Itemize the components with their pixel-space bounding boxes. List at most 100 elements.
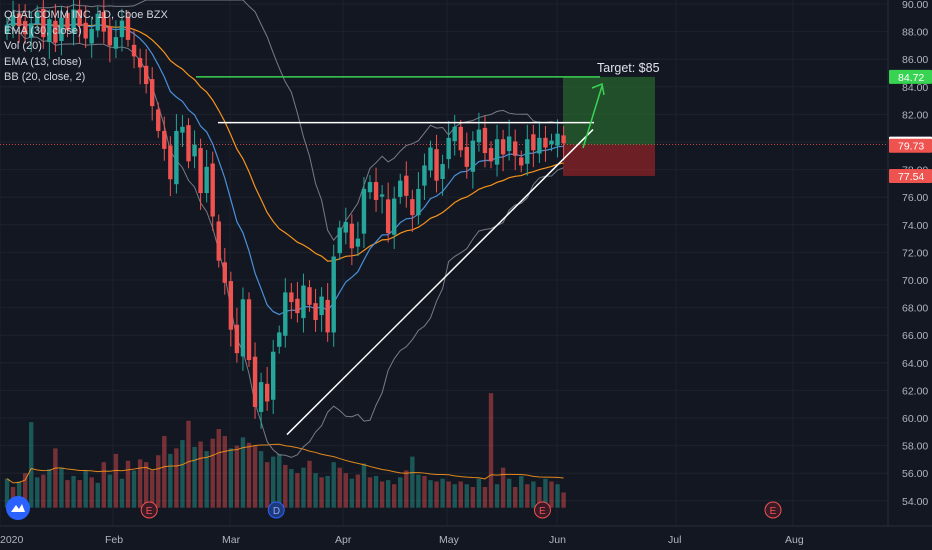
bollinger-bands xyxy=(6,0,564,458)
volume-bar xyxy=(204,451,209,508)
support-trendline xyxy=(286,129,594,436)
volume-bar xyxy=(186,420,191,508)
volume-bar xyxy=(150,470,155,508)
volume-bar xyxy=(379,481,385,508)
candle-body xyxy=(319,296,324,316)
volume-bar xyxy=(373,475,379,508)
candle-body xyxy=(373,182,379,200)
candle-body xyxy=(404,175,409,196)
candle-body xyxy=(83,22,88,39)
candle-body xyxy=(264,383,270,402)
drawings: Target: $85 xyxy=(196,61,660,436)
candle-body xyxy=(41,8,46,38)
volume-bar xyxy=(95,482,100,508)
volume-ma-line xyxy=(6,443,564,484)
event-label: E xyxy=(539,506,546,517)
volume-bar xyxy=(77,480,82,508)
candle-body xyxy=(143,65,149,85)
candle-body xyxy=(422,165,427,186)
volume-bar xyxy=(385,480,391,508)
chart-legend: QUALCOMM INC, 1D, Cboe BZX EMA (30, clos… xyxy=(4,8,168,86)
candle-body xyxy=(446,137,451,160)
candle-body xyxy=(246,299,252,361)
candle-body xyxy=(240,299,246,357)
legend-item-ema13: EMA (13, close) xyxy=(4,55,82,68)
x-tick-label: Jul xyxy=(668,534,681,546)
y-tick-label: 60.00 xyxy=(902,413,928,425)
volume-bar xyxy=(234,445,240,508)
volume-bar xyxy=(355,474,361,508)
volume-bar xyxy=(319,477,324,508)
volume-bar xyxy=(125,460,131,508)
x-tick-label: 2020 xyxy=(0,534,24,546)
volume-bar xyxy=(198,441,203,508)
y-tick-label: 70.00 xyxy=(902,275,928,287)
candle-body xyxy=(204,166,209,194)
candle-body xyxy=(525,139,530,164)
candle-body xyxy=(531,134,536,151)
candle-body xyxy=(277,332,282,347)
volume-bar xyxy=(83,470,88,508)
volume-bar xyxy=(452,484,457,508)
candle-body xyxy=(367,182,373,193)
candle-body xyxy=(168,145,173,180)
candle-body xyxy=(65,12,70,31)
time-axis xyxy=(0,526,932,550)
volume-bar xyxy=(488,393,494,508)
candle-body xyxy=(519,157,524,166)
volume-bar xyxy=(428,480,433,508)
y-tick-label: 72.00 xyxy=(902,247,928,259)
volume-bar xyxy=(513,487,518,508)
candle-body xyxy=(258,382,264,412)
candle-body xyxy=(452,126,457,142)
candle-body xyxy=(47,19,52,43)
volume-bar xyxy=(35,477,40,508)
volume-bar xyxy=(464,484,469,508)
y-tick-label: 54.00 xyxy=(902,496,928,508)
tradingview-logo[interactable] xyxy=(6,496,30,520)
volume-bar xyxy=(295,473,300,508)
candle-body xyxy=(186,125,191,162)
candle-body xyxy=(137,58,143,68)
volume-bar xyxy=(506,478,512,508)
volume-bar xyxy=(555,484,560,508)
y-tick-label: 84.00 xyxy=(902,82,928,94)
candle-body xyxy=(53,20,58,43)
volume-bar xyxy=(537,487,542,508)
price-label-box xyxy=(889,69,932,84)
candles xyxy=(4,0,566,429)
volume-bar xyxy=(162,435,167,508)
volume-bar xyxy=(404,470,409,508)
volume-bar xyxy=(392,484,397,508)
volume-bar xyxy=(137,459,143,508)
volume-bar xyxy=(113,453,119,508)
legend-title: QUALCOMM INC, 1D, Cboe BZX xyxy=(4,9,168,21)
candle-body xyxy=(513,141,518,156)
candle-body xyxy=(113,37,119,49)
candle-body xyxy=(150,79,155,107)
candle-body xyxy=(543,137,548,148)
candle-body xyxy=(458,126,463,151)
legend-item-ema30: EMA (30, close) xyxy=(4,24,82,37)
volume-bar xyxy=(252,445,258,508)
volume-bar xyxy=(482,487,488,508)
price-axis xyxy=(888,0,932,526)
volume-bar xyxy=(174,448,179,508)
volume-bar xyxy=(331,462,336,508)
volume-bar xyxy=(240,437,246,508)
candle-body xyxy=(385,199,391,234)
candle-body xyxy=(22,21,28,35)
volume-bar xyxy=(446,481,451,508)
candle-body xyxy=(555,133,560,146)
candle-body xyxy=(349,223,355,249)
volume-bar xyxy=(398,477,403,508)
y-tick-label: 88.00 xyxy=(902,27,928,39)
volume-bar xyxy=(343,473,348,508)
candle-body xyxy=(271,351,276,400)
candle-body xyxy=(174,130,179,185)
candle-body xyxy=(355,238,361,247)
candle-body xyxy=(192,144,197,157)
